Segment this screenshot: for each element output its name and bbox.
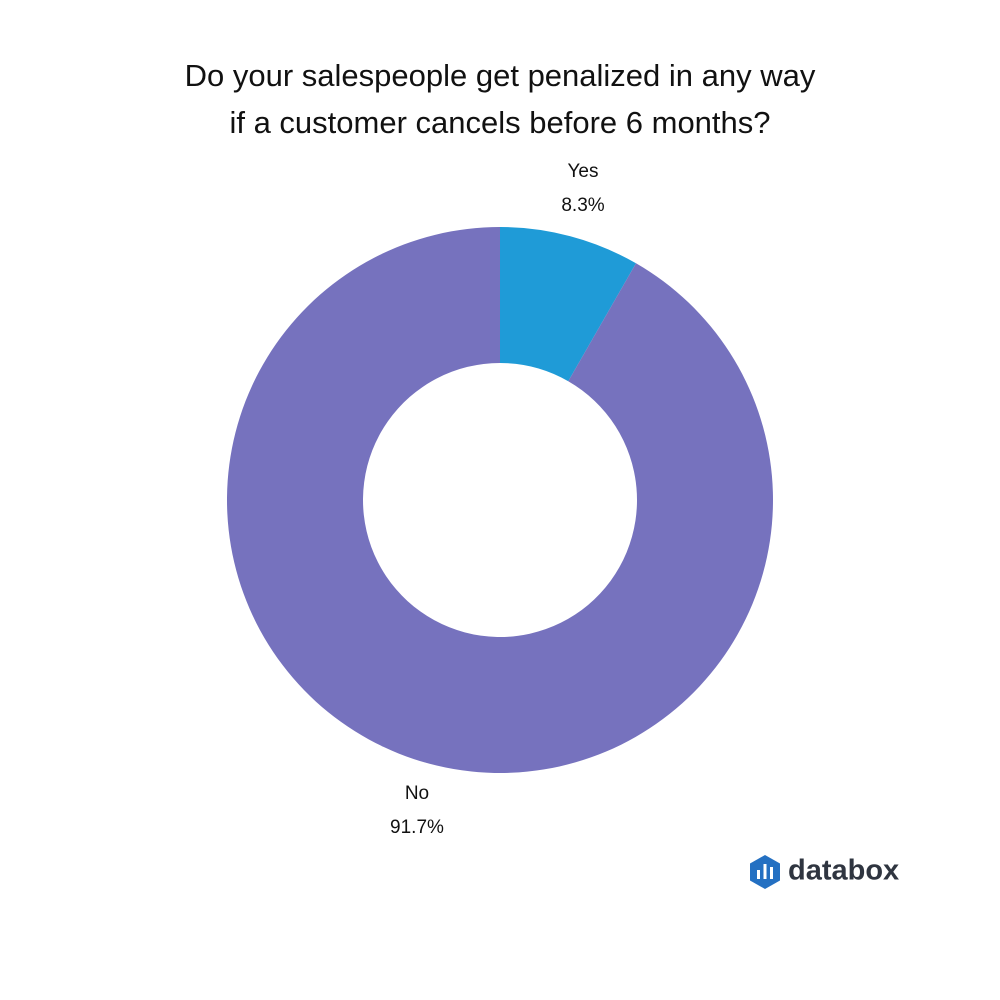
chart-title: Do your salespeople get penalized in any…: [184, 58, 816, 140]
value-label: 8.3%: [561, 195, 604, 216]
logo-bar: [763, 864, 767, 879]
logo-bar: [770, 867, 773, 879]
donut-slice: [226, 227, 773, 773]
brand-name: databox: [788, 855, 899, 887]
donut-slice: [500, 227, 637, 382]
value-label: 91.7%: [390, 817, 444, 838]
logo-bar: [757, 870, 760, 879]
brand-logo: databox: [750, 855, 899, 889]
slice-label: Yes: [568, 161, 599, 182]
slice-label: No: [405, 783, 429, 804]
